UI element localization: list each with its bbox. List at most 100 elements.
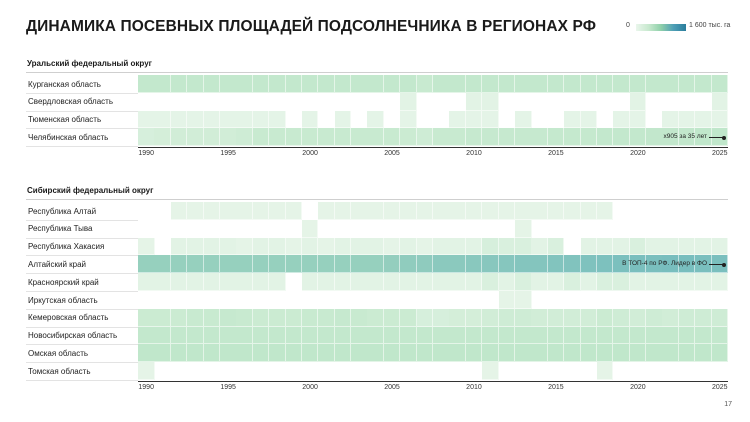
heatmap-cell <box>285 308 303 327</box>
heatmap-cell <box>138 75 155 93</box>
heatmap-cell <box>219 75 237 93</box>
row-label: Челябинская область <box>28 132 109 142</box>
heatmap-cell <box>203 202 221 220</box>
heatmap-cell <box>285 237 303 256</box>
heatmap-cell <box>187 110 204 129</box>
heatmap-cell <box>596 344 614 363</box>
heatmap-cell <box>547 344 565 363</box>
heatmap-cell <box>236 255 253 274</box>
heatmap-cell <box>646 273 663 291</box>
heatmap-cell <box>596 75 614 93</box>
heatmap-cell <box>318 344 335 363</box>
heatmap-cell <box>695 75 712 93</box>
heatmap-cell <box>564 344 581 363</box>
heatmap-cell <box>514 291 532 309</box>
x-tick-label: 1990 <box>138 150 154 158</box>
heatmap-cell <box>547 273 565 291</box>
heatmap-cell <box>367 110 385 129</box>
heatmap-cell <box>547 308 565 327</box>
heatmap-cell <box>580 326 598 345</box>
row-label: Омская область <box>28 348 89 358</box>
heatmap-cell <box>449 326 466 345</box>
heatmap-cell <box>170 128 188 147</box>
heatmap-cell <box>514 202 532 220</box>
heatmap-cell <box>449 202 466 220</box>
heatmap-cell <box>711 237 729 256</box>
heatmap-cell <box>580 75 598 93</box>
heatmap-cell <box>170 326 188 345</box>
heatmap-cell <box>711 128 729 147</box>
heatmap-cell <box>334 202 352 220</box>
heatmap-cell <box>318 326 335 345</box>
heatmap-cell <box>662 128 680 147</box>
heatmap-cell <box>138 237 155 256</box>
heatmap-cell <box>547 202 565 220</box>
heatmap-cell <box>613 75 630 93</box>
heatmap-cell <box>154 344 171 363</box>
heatmap-cell <box>613 344 630 363</box>
page-title: ДИНАМИКА ПОСЕВНЫХ ПЛОЩАДЕЙ ПОДСОЛНЕЧНИКА… <box>26 18 597 35</box>
heatmap-cell <box>334 308 352 327</box>
heatmap-cell <box>138 344 155 363</box>
heatmap-cell <box>695 273 712 291</box>
row-label: Алтайский край <box>28 259 87 269</box>
heatmap-cell <box>433 75 450 93</box>
heatmap-cell <box>400 92 417 111</box>
heatmap-cell <box>269 237 286 256</box>
heatmap-cell <box>531 255 548 274</box>
heatmap-cell <box>285 255 303 274</box>
heatmap-cell <box>498 308 516 327</box>
heatmap-cell <box>383 273 401 291</box>
heatmap-cell <box>531 75 548 93</box>
heatmap-cell <box>580 344 598 363</box>
heatmap-cell <box>269 202 286 220</box>
heatmap-cell <box>531 326 548 345</box>
heatmap-cell <box>416 202 434 220</box>
heatmap-cell <box>465 326 483 345</box>
heatmap-cell <box>498 202 516 220</box>
heatmap-cell <box>367 326 385 345</box>
heatmap-cell <box>318 75 335 93</box>
heatmap-cell <box>695 326 712 345</box>
heatmap-cell <box>514 326 532 345</box>
heatmap-cell <box>433 237 450 256</box>
heatmap-cell <box>154 308 171 327</box>
x-tick-label: 2025 <box>712 384 728 391</box>
heatmap-cell <box>269 308 286 327</box>
heatmap-cell <box>187 308 204 327</box>
heatmap-cell <box>662 308 680 327</box>
heatmap-cell <box>219 128 237 147</box>
heatmap-cell <box>416 128 434 147</box>
row-annotation: х905 за 35 лет <box>663 132 707 140</box>
heatmap-cell <box>711 326 729 345</box>
heatmap-cell <box>613 237 630 256</box>
heatmap-cell <box>400 128 417 147</box>
heatmap-cell <box>465 255 483 274</box>
heatmap-cell <box>433 308 450 327</box>
row-separator <box>26 291 138 292</box>
row-label: Кемеровская область <box>28 313 109 323</box>
heatmap-cell <box>187 326 204 345</box>
heatmap-cell <box>662 75 680 93</box>
heatmap-cell <box>482 237 499 256</box>
heatmap-cell <box>351 128 368 147</box>
heatmap-cell <box>678 326 696 345</box>
heatmap-cell <box>203 273 221 291</box>
heatmap-cell <box>514 75 532 93</box>
annotation-dot <box>722 135 726 140</box>
heatmap-cell <box>580 308 598 327</box>
row-label: Свердловская область <box>28 97 113 107</box>
heatmap-cell <box>498 255 516 274</box>
heatmap-cell <box>219 326 237 345</box>
heatmap-cell <box>400 273 417 291</box>
heatmap-cell <box>711 255 729 274</box>
heatmap-cell <box>596 273 614 291</box>
group-title: Сибирский федеральный округ <box>27 186 154 195</box>
heatmap-cell <box>498 291 516 309</box>
heatmap-cell <box>711 308 729 327</box>
row-separator <box>26 128 138 130</box>
heatmap-cell <box>301 326 319 345</box>
heatmap-cell <box>580 255 598 274</box>
legend-min-label: 0 <box>626 22 630 29</box>
heatmap-cell <box>433 202 450 220</box>
